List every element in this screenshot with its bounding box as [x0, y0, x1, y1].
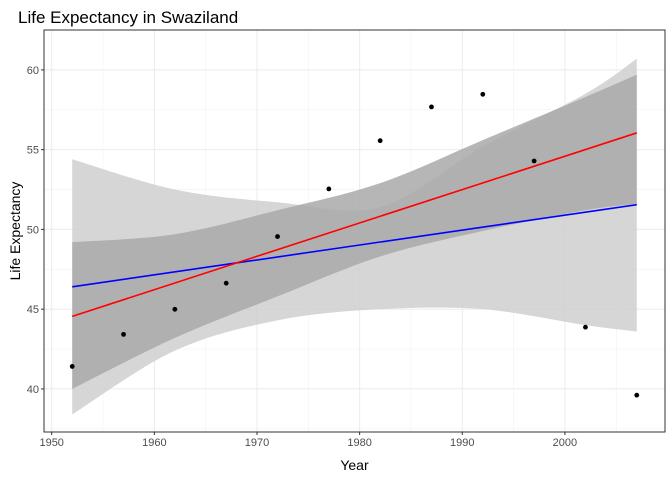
data-point [172, 306, 178, 312]
data-point [429, 104, 434, 110]
y-axis-ticks: 40 45 50 55 60 [27, 65, 44, 396]
data-point [583, 324, 588, 330]
data-point [121, 331, 126, 337]
y-axis-title: Life Expectancy [7, 182, 23, 281]
data-point [223, 280, 229, 286]
data-point [326, 186, 332, 192]
data-point [377, 138, 383, 144]
x-tick-label: 1960 [142, 437, 166, 449]
x-axis-ticks: 1950 1960 1970 1980 1990 2000 [39, 432, 577, 449]
x-tick-label: 1950 [39, 437, 63, 449]
data-point [480, 91, 486, 97]
y-tick-label: 60 [27, 65, 39, 77]
y-tick-label: 55 [27, 145, 39, 157]
data-point [275, 234, 280, 239]
fit-line-1 [72, 203, 637, 288]
y-tick-label: 40 [27, 384, 39, 396]
data-point [531, 158, 537, 164]
confidence-bands [72, 58, 637, 415]
data-point [634, 392, 640, 398]
x-tick-label: 2000 [553, 437, 577, 449]
plot-border [43, 29, 666, 433]
y-tick-label: 45 [27, 304, 39, 316]
x-tick-label: 1970 [245, 437, 269, 449]
confidence-band-2 [72, 74, 637, 389]
x-tick-label: 1990 [450, 437, 474, 449]
data-points [69, 91, 640, 398]
chart-title: Life Expectancy in Swaziland [18, 8, 238, 27]
x-tick-label: 1980 [347, 437, 371, 449]
fit-line-2 [71, 132, 638, 318]
x-axis-title: Year [340, 457, 369, 473]
fit-lines [71, 132, 638, 318]
y-tick-label: 50 [27, 224, 39, 236]
data-point [69, 364, 75, 369]
